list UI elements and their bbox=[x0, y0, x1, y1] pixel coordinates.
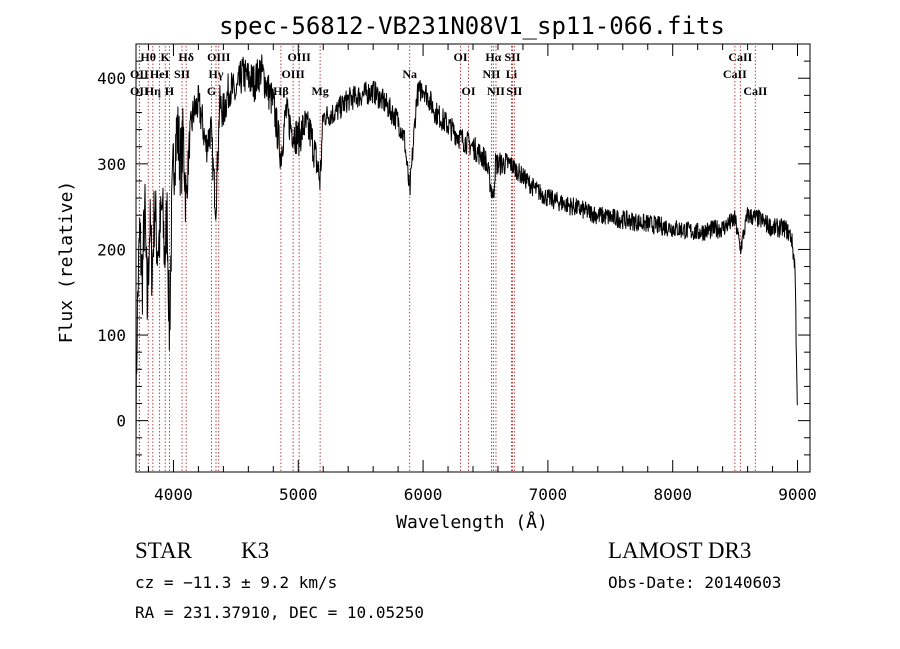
object-subclass: K3 bbox=[241, 538, 270, 563]
marker-label-6: H bbox=[165, 84, 175, 98]
marker-label-24: SII bbox=[506, 84, 522, 98]
marker-label-19: Hα bbox=[485, 50, 501, 64]
marker-label-26: CaII bbox=[723, 67, 747, 81]
x-axis-label: Wavelength (Å) bbox=[396, 511, 548, 533]
marker-label-12: Hβ bbox=[273, 84, 289, 98]
y-tick-label: 200 bbox=[97, 240, 126, 259]
marker-label-7: SII bbox=[174, 67, 190, 81]
x-tick-label: 7000 bbox=[529, 485, 568, 504]
observation-date: Obs-Date: 20140603 bbox=[608, 573, 782, 592]
y-tick-label: 300 bbox=[97, 155, 126, 174]
marker-label-22: SII bbox=[505, 50, 521, 64]
marker-label-23: Li bbox=[506, 67, 518, 81]
marker-label-9: OIII bbox=[207, 50, 231, 64]
marker-label-15: Mg bbox=[311, 84, 328, 98]
coordinates: RA = 231.37910, DEC = 10.05250 bbox=[135, 603, 424, 622]
series-layer bbox=[135, 54, 798, 455]
chart-title: spec-56812-VB231N08V1_sp11-066.fits bbox=[219, 12, 725, 40]
axis-tick-labels: 4000 5000 6000 7000 8000 9000 0 100 200 300 400 bbox=[97, 69, 817, 504]
marker-label-10: Hγ bbox=[209, 67, 224, 81]
marker-label-5: K bbox=[161, 50, 171, 64]
marker-label-11: G bbox=[207, 84, 216, 98]
x-tick-label: 9000 bbox=[778, 485, 817, 504]
marker-label-27: CaII bbox=[743, 84, 767, 98]
marker-label-4: HeI bbox=[150, 67, 170, 81]
y-axis-label: Flux (relative) bbox=[56, 181, 77, 344]
marker-label-13: OIII bbox=[287, 50, 311, 64]
survey-name: LAMOST DR3 bbox=[608, 538, 752, 563]
marker-label-18: OI bbox=[461, 84, 475, 98]
marker-label-0: Hθ bbox=[140, 50, 156, 64]
marker-label-20: NII bbox=[482, 67, 500, 81]
marker-label-14: OIII bbox=[281, 67, 305, 81]
x-tick-label: 5000 bbox=[279, 485, 318, 504]
marker-label-17: OI bbox=[454, 50, 468, 64]
plot-frame bbox=[135, 43, 811, 473]
y-tick-label: 400 bbox=[97, 69, 126, 88]
redshift-velocity: cz = −11.3 ± 9.2 km/s bbox=[135, 573, 338, 592]
marker-label-2: OII bbox=[130, 84, 149, 98]
marker-label-8: Hδ bbox=[178, 50, 194, 64]
marker-label-25: CaII bbox=[728, 50, 752, 64]
object-class: STAR bbox=[135, 538, 192, 563]
axis-ticks bbox=[136, 43, 810, 472]
x-tick-label: 4000 bbox=[154, 485, 193, 504]
marker-label-3: Hη bbox=[145, 84, 161, 98]
marker-label-21: NII bbox=[487, 84, 505, 98]
x-tick-label: 8000 bbox=[653, 485, 692, 504]
marker-label-16: Na bbox=[402, 67, 417, 81]
series-line-0 bbox=[135, 54, 798, 455]
y-tick-label: 100 bbox=[97, 326, 126, 345]
y-tick-label: 0 bbox=[116, 412, 126, 431]
x-tick-label: 6000 bbox=[404, 485, 443, 504]
